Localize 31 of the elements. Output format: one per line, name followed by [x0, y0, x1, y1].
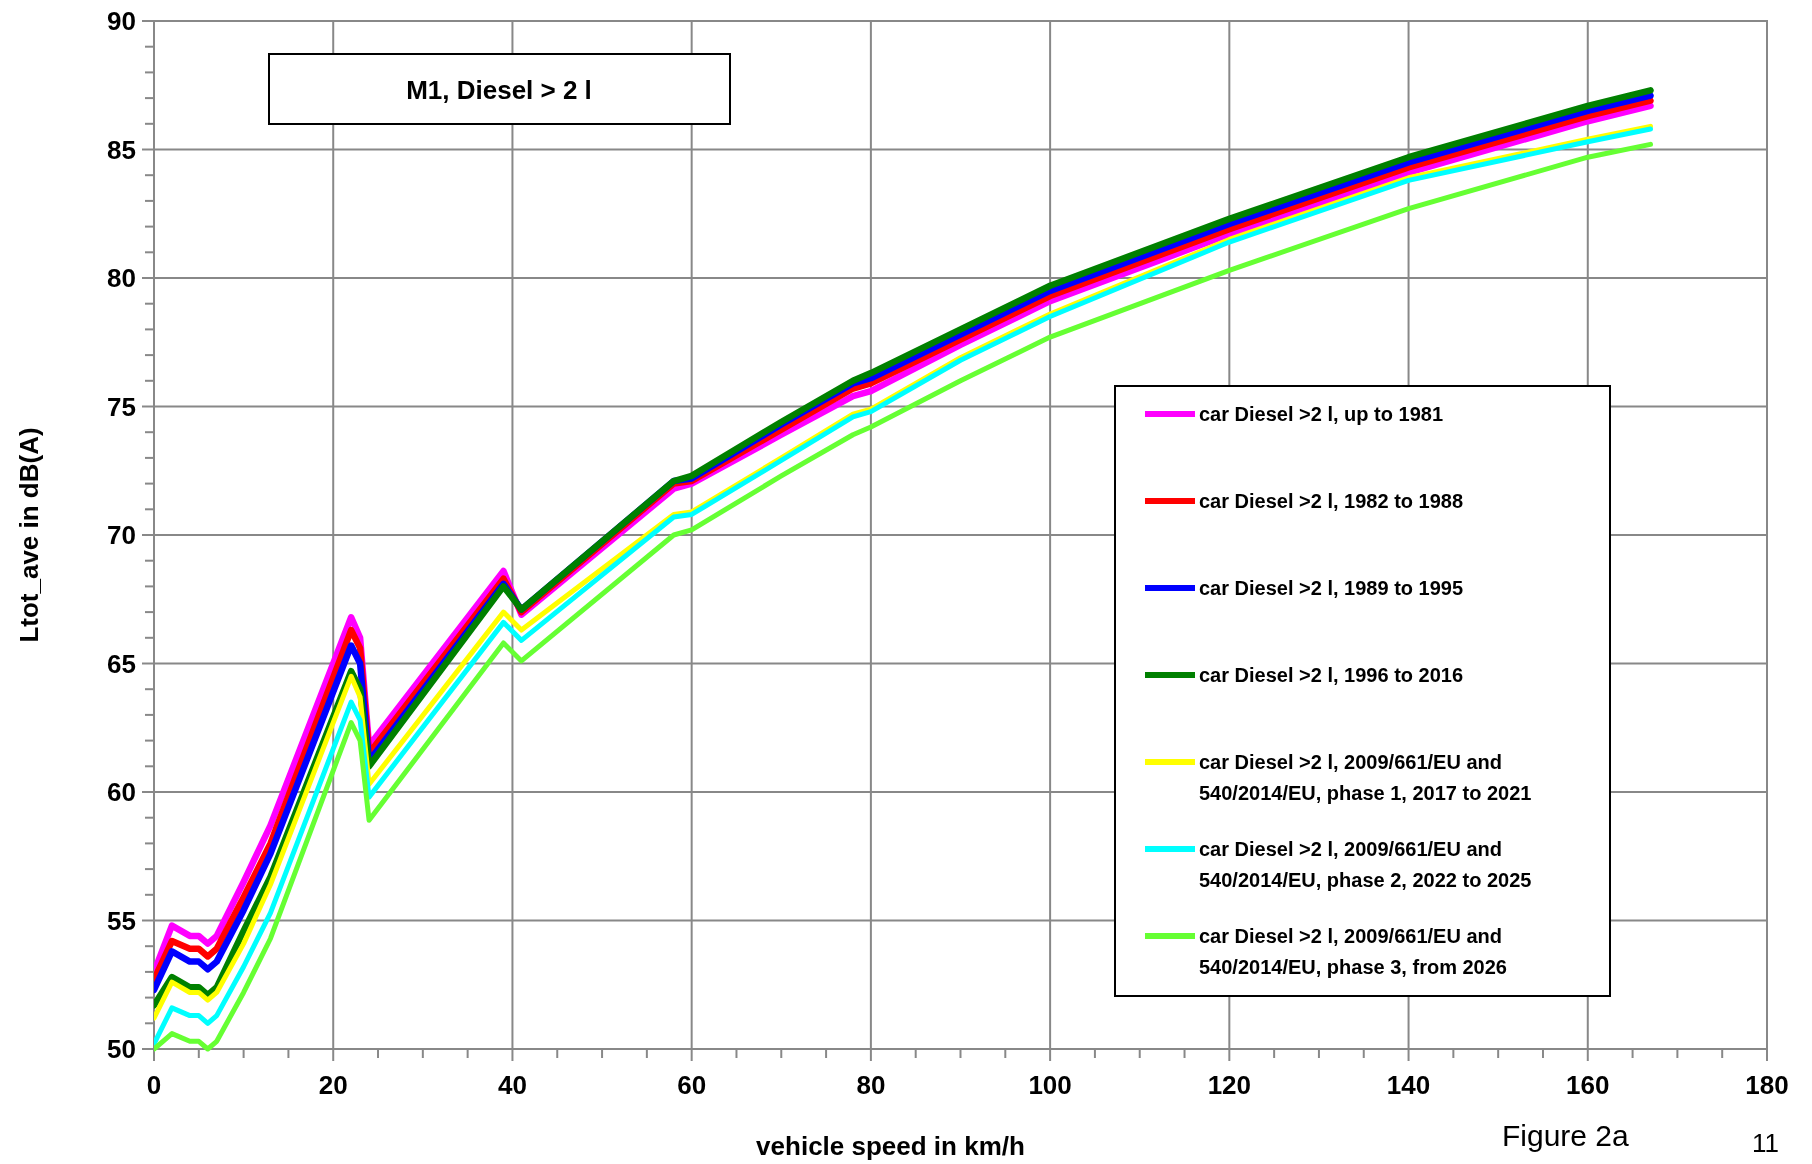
y-tick-label: 75	[107, 391, 136, 422]
x-tick-label: 40	[497, 1070, 527, 1100]
x-tick-label: 60	[677, 1070, 707, 1100]
y-tick-label: 80	[107, 263, 136, 293]
x-tick-label: 20	[318, 1070, 348, 1100]
y-tick-label: 90	[107, 6, 136, 36]
legend-label: car Diesel >2 l, up to 1981	[1199, 403, 1444, 425]
y-tick-label: 70	[107, 520, 136, 550]
x-tick-label: 140	[1386, 1070, 1431, 1100]
legend-label: car Diesel >2 l, 1982 to 1988	[1199, 490, 1464, 512]
x-tick-label: 160	[1566, 1070, 1610, 1100]
y-tick-label: 85	[107, 134, 136, 165]
legend-label: car Diesel >2 l, 2009/661/EU and 540/2014/EU, phase 2, 2022 to 2025	[1199, 838, 1532, 891]
title-box: M1, Diesel > 2 l	[268, 53, 731, 125]
legend-label: car Diesel >2 l, 1996 to 2016	[1199, 664, 1464, 686]
x-tick-label: 0	[146, 1070, 162, 1100]
legend-label: car Diesel >2 l, 2009/661/EU and 540/2014/EU, phase 1, 2017 to 2021	[1199, 751, 1532, 804]
y-tick-label: 50	[107, 1034, 136, 1064]
y-tick-label: 65	[107, 648, 136, 679]
legend-label: car Diesel >2 l, 1989 to 1995	[1199, 577, 1464, 599]
y-axis-title: Ltot_ave in dB(A)	[14, 427, 44, 643]
legend-label: car Diesel >2 l, 2009/661/EU and 540/2014/EU, phase 3, from 2026	[1199, 925, 1507, 978]
caption: Figure 2a	[1502, 1119, 1630, 1152]
x-tick-label: 180	[1745, 1070, 1789, 1100]
y-tick-label: 60	[107, 777, 136, 807]
x-tick-label: 100	[1028, 1070, 1072, 1100]
x-axis-title: vehicle speed in km/h	[756, 1131, 1025, 1161]
text: 11	[1752, 1128, 1779, 1158]
x-tick-label: 80	[856, 1070, 886, 1100]
x-tick-label: 120	[1207, 1070, 1252, 1100]
y-tick-label: 55	[107, 905, 136, 936]
